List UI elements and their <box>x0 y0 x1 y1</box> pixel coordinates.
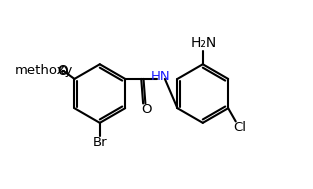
Text: O: O <box>57 65 67 78</box>
Text: Br: Br <box>92 136 107 149</box>
Text: Cl: Cl <box>233 121 246 134</box>
Text: HN: HN <box>150 70 170 83</box>
Text: O: O <box>142 103 152 116</box>
Text: methoxy: methoxy <box>15 64 73 77</box>
Text: O: O <box>57 64 67 77</box>
Text: H₂N: H₂N <box>191 36 217 50</box>
